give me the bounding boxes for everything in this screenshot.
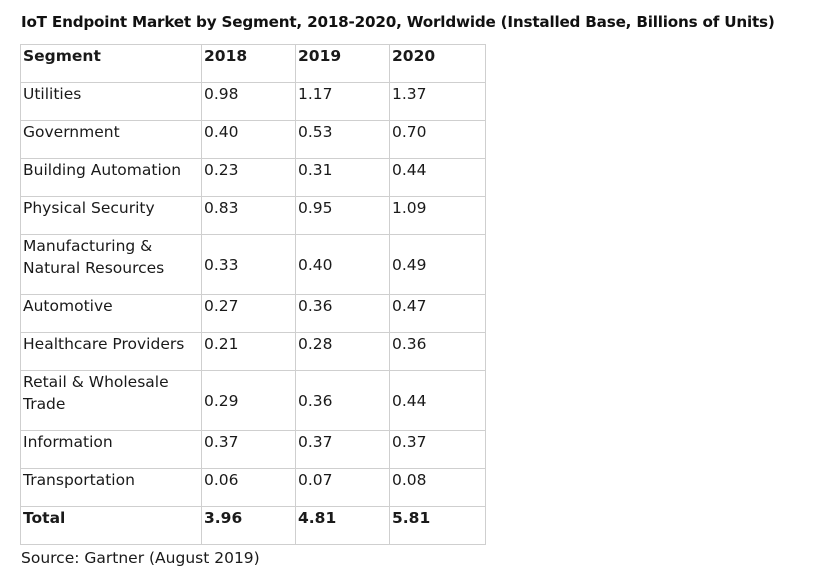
segment-cell: Transportation — [20, 468, 202, 507]
value-2019: 0.28 — [295, 332, 390, 371]
table-row: Healthcare Providers 0.21 0.28 0.36 — [20, 332, 486, 371]
value-2019: 0.31 — [295, 158, 390, 197]
table-row: Manufacturing & Natural Resources 0.33 0.… — [20, 234, 486, 295]
value-2020: 0.47 — [389, 294, 486, 333]
value-2018: 0.21 — [201, 332, 296, 371]
value-2019: 0.53 — [295, 120, 390, 159]
table-row: Transportation 0.06 0.07 0.08 — [20, 468, 486, 507]
value-2020: 0.44 — [389, 370, 486, 431]
value-2019: 0.40 — [295, 234, 390, 295]
value-2018: 0.06 — [201, 468, 296, 507]
table-header-row: Segment 2018 2019 2020 — [20, 44, 486, 83]
value-2019: 0.07 — [295, 468, 390, 507]
value-2018: 0.37 — [201, 430, 296, 469]
value-2019: 1.17 — [295, 82, 390, 121]
value-2018: 0.29 — [201, 370, 296, 431]
header-2019: 2019 — [295, 44, 390, 83]
total-2018: 3.96 — [201, 506, 296, 545]
header-segment: Segment — [20, 44, 202, 83]
value-2019: 0.36 — [295, 294, 390, 333]
value-2019: 0.37 — [295, 430, 390, 469]
value-2018: 0.40 — [201, 120, 296, 159]
table-row: Information 0.37 0.37 0.37 — [20, 430, 486, 469]
total-label: Total — [20, 506, 202, 545]
value-2019: 0.36 — [295, 370, 390, 431]
value-2020: 0.08 — [389, 468, 486, 507]
segment-cell: Manufacturing & Natural Resources — [20, 234, 202, 295]
value-2020: 0.37 — [389, 430, 486, 469]
value-2020: 1.09 — [389, 196, 486, 235]
total-2020: 5.81 — [389, 506, 486, 545]
table-row: Utilities 0.98 1.17 1.37 — [20, 82, 486, 121]
segment-cell: Information — [20, 430, 202, 469]
segment-cell: Building Automation — [20, 158, 202, 197]
value-2018: 0.23 — [201, 158, 296, 197]
header-2020: 2020 — [389, 44, 486, 83]
table-row: Government 0.40 0.53 0.70 — [20, 120, 486, 159]
value-2018: 0.27 — [201, 294, 296, 333]
table-title: IoT Endpoint Market by Segment, 2018-202… — [21, 13, 775, 31]
segment-line: Retail & Wholesale — [23, 373, 169, 391]
segment-cell: Retail & Wholesale Trade — [20, 370, 202, 431]
segment-line: Trade — [23, 395, 66, 413]
source-note: Source: Gartner (August 2019) — [21, 549, 260, 567]
value-2020: 0.44 — [389, 158, 486, 197]
iot-endpoint-table: Segment 2018 2019 2020 Utilities 0.98 1.… — [20, 44, 486, 545]
value-2018: 0.83 — [201, 196, 296, 235]
total-2019: 4.81 — [295, 506, 390, 545]
value-2019: 0.95 — [295, 196, 390, 235]
table-row: Physical Security 0.83 0.95 1.09 — [20, 196, 486, 235]
table-row: Retail & Wholesale Trade 0.29 0.36 0.44 — [20, 370, 486, 431]
table-row: Automotive 0.27 0.36 0.47 — [20, 294, 486, 333]
table-total-row: Total 3.96 4.81 5.81 — [20, 506, 486, 545]
value-2020: 0.70 — [389, 120, 486, 159]
table-row: Building Automation 0.23 0.31 0.44 — [20, 158, 486, 197]
value-2018: 0.98 — [201, 82, 296, 121]
segment-cell: Utilities — [20, 82, 202, 121]
value-2018: 0.33 — [201, 234, 296, 295]
segment-cell: Physical Security — [20, 196, 202, 235]
segment-cell: Government — [20, 120, 202, 159]
value-2020: 1.37 — [389, 82, 486, 121]
segment-cell: Automotive — [20, 294, 202, 333]
header-2018: 2018 — [201, 44, 296, 83]
value-2020: 0.36 — [389, 332, 486, 371]
segment-line: Manufacturing & — [23, 237, 153, 255]
segment-cell: Healthcare Providers — [20, 332, 202, 371]
segment-line: Natural Resources — [23, 259, 165, 277]
value-2020: 0.49 — [389, 234, 486, 295]
